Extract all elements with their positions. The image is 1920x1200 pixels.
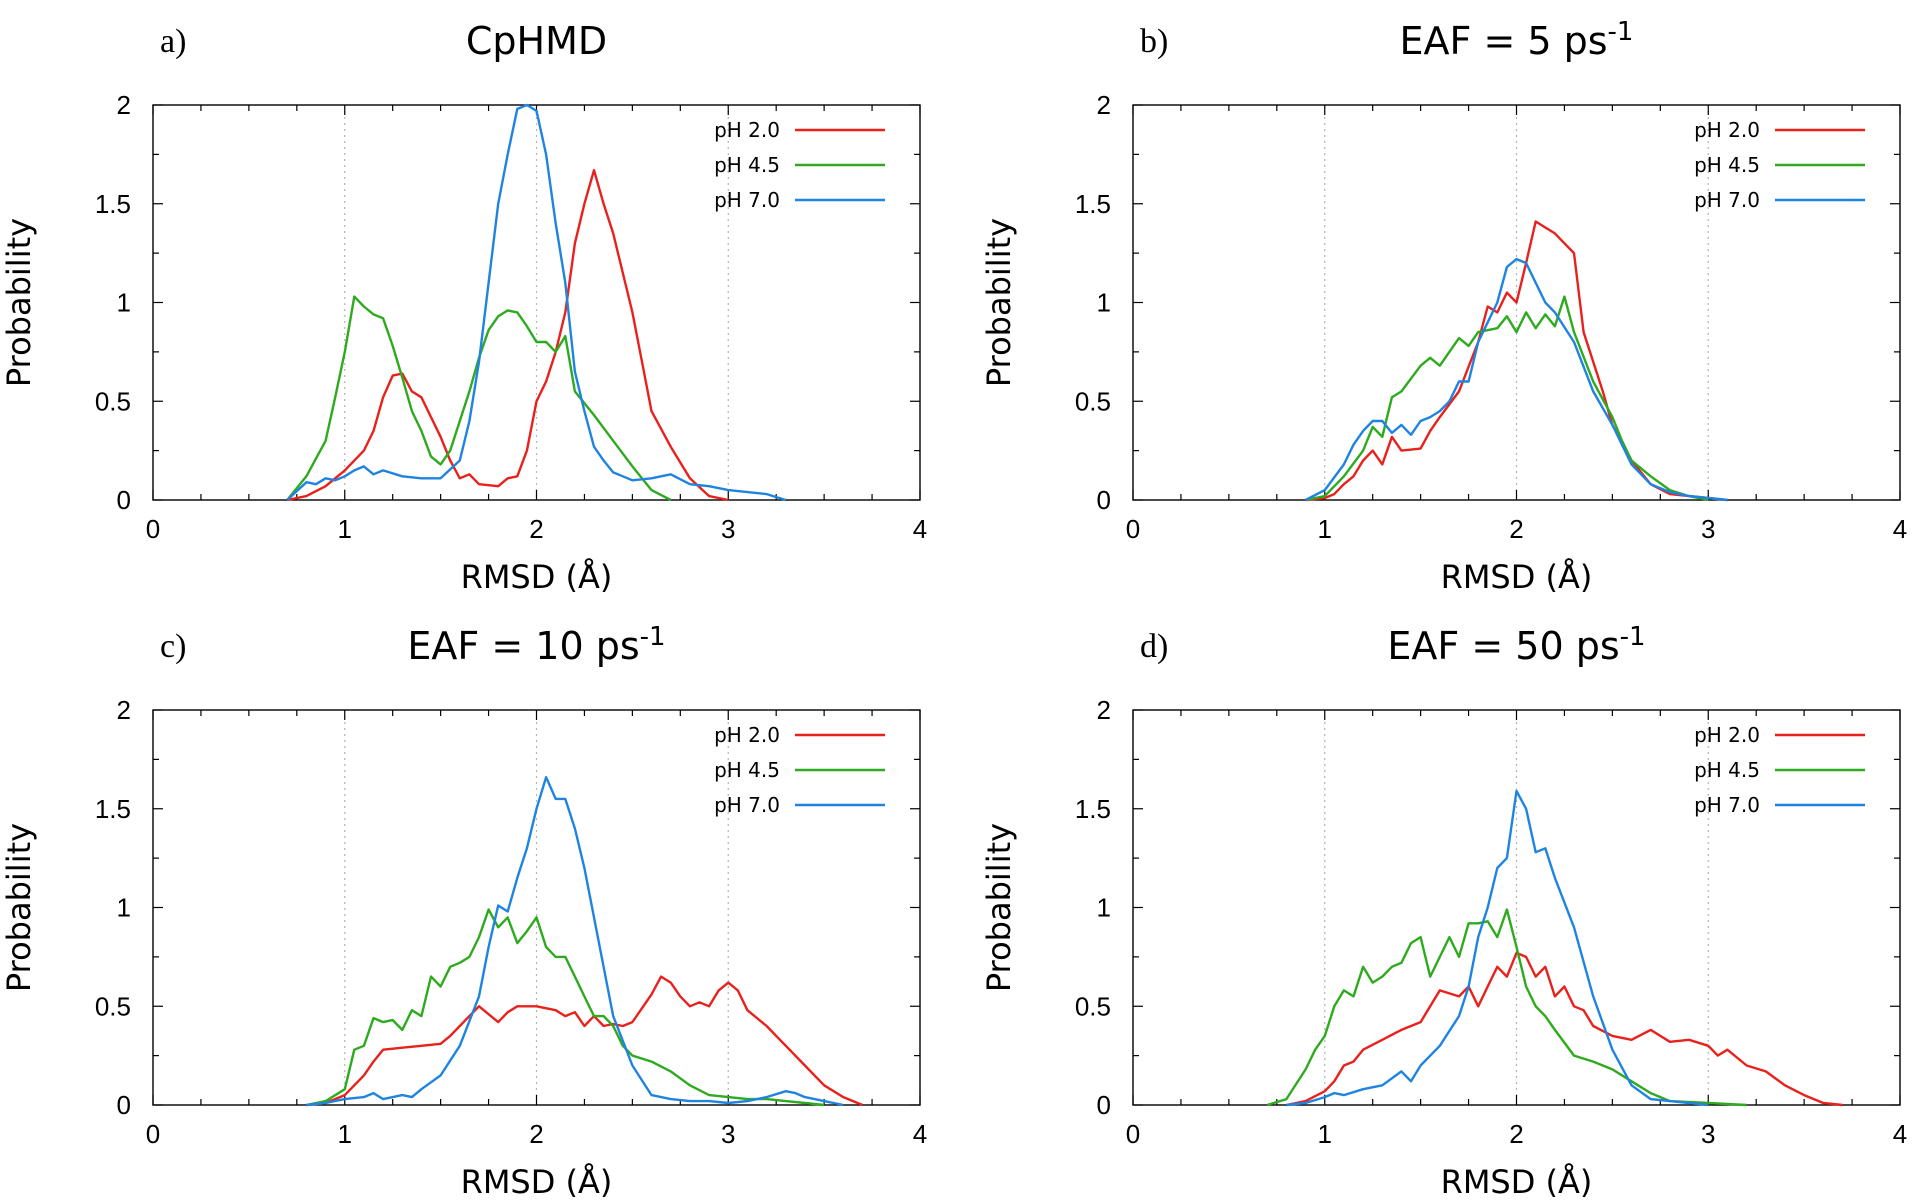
y-axis-label: Probability [0,218,38,387]
legend-label: pH 2.0 [714,118,780,142]
x-tick-label: 0 [146,514,160,544]
series-line-pH-4_5 [306,908,825,1107]
y-axis-label: Probability [980,823,1018,992]
chart-title: EAF = 5 ps-1 [1400,17,1634,63]
y-tick-label: 0.5 [1075,386,1111,416]
y-tick-label: 1 [117,893,131,923]
x-axis-label: RMSD (Å) [461,1163,613,1200]
legend-label: pH 4.5 [1694,758,1760,782]
x-axis-label: RMSD (Å) [1441,558,1593,596]
legend-label: pH 4.5 [714,153,780,177]
chart-panel-2: b) EAF = 5 ps-1 0 1 2 3 4 0 0.5 1 1.5 2 RMSD (Å) Prob… [980,17,1907,596]
plot-frame [152,709,921,1106]
x-tick-label: 3 [1701,1119,1715,1149]
legend-label: pH 4.5 [1694,153,1760,177]
y-tick-label: 1 [117,288,131,318]
y-tick-label: 1.5 [1075,794,1111,824]
chart-panel-1: a) CpHMD 0 1 2 3 4 0 0.5 1 1.5 2 RMSD (Å) Probability… [0,19,927,596]
chart-title-main: CpHMD [466,19,607,63]
legend-label: pH 7.0 [1694,793,1760,817]
legend-label: pH 7.0 [714,793,780,817]
y-tick-label: 2 [1097,90,1111,120]
panel-letter: a) [160,23,186,60]
chart-title-main: EAF = 5 ps [1400,19,1608,63]
chart-title-main: EAF = 10 ps [407,624,639,668]
y-tick-label: 0.5 [95,386,131,416]
y-tick-label: 1 [1097,288,1111,318]
series-line-pH-2_0 [1305,220,1728,502]
y-tick-label: 2 [117,90,131,120]
y-axis-label: Probability [0,823,38,992]
x-tick-label: 1 [338,514,352,544]
chart-panel-3: c) EAF = 10 ps-1 0 1 2 3 4 0 0.5 1 1.5 2 RMSD (Å) Pro… [0,622,927,1200]
y-tick-label: 1 [1097,893,1111,923]
chart-title-main: EAF = 50 ps [1387,624,1619,668]
x-tick-label: 3 [1701,514,1715,544]
panel-letter: d) [1140,628,1168,665]
y-tick-label: 1.5 [1075,189,1111,219]
chart-title-superscript: -1 [1620,622,1646,652]
x-tick-label: 2 [1509,1119,1523,1149]
chart-title: EAF = 50 ps-1 [1387,622,1645,668]
y-tick-label: 0 [1097,485,1111,515]
y-tick-label: 0 [117,1090,131,1120]
series-line-pH-2_0 [1286,951,1843,1107]
x-tick-label: 0 [1126,514,1140,544]
x-tick-label: 2 [1509,514,1523,544]
series-line-pH-4_5 [1305,295,1709,502]
series-line-pH-4_5 [1266,908,1747,1107]
x-tick-label: 1 [338,1119,352,1149]
y-tick-label: 2 [117,695,131,725]
legend-label: pH 2.0 [714,723,780,747]
series-line-pH-7_0 [286,103,787,502]
legend-label: pH 4.5 [714,758,780,782]
y-tick-label: 0 [117,485,131,515]
series-line-pH-7_0 [306,776,844,1107]
plot-frame [1132,709,1901,1106]
legend-label: pH 2.0 [1694,118,1760,142]
y-tick-label: 0.5 [95,991,131,1021]
chart-title-superscript: -1 [1608,17,1634,47]
x-tick-label: 2 [529,1119,543,1149]
y-tick-label: 2 [1097,695,1111,725]
y-tick-label: 1.5 [95,189,131,219]
x-tick-label: 2 [529,514,543,544]
chart-title-superscript: -1 [640,622,666,652]
y-tick-label: 0.5 [1075,991,1111,1021]
series-line-pH-7_0 [1305,257,1728,502]
series-line-pH-4_5 [286,295,672,502]
x-tick-label: 4 [913,514,927,544]
plot-frame [152,104,921,501]
legend-label: pH 7.0 [714,188,780,212]
x-tick-label: 0 [1126,1119,1140,1149]
x-tick-label: 4 [1893,514,1907,544]
legend-label: pH 2.0 [1694,723,1760,747]
x-tick-label: 4 [913,1119,927,1149]
y-tick-label: 1.5 [95,794,131,824]
x-tick-label: 1 [1318,514,1332,544]
series-line-pH-2_0 [286,169,729,502]
x-tick-label: 0 [146,1119,160,1149]
x-tick-label: 1 [1318,1119,1332,1149]
series-line-pH-7_0 [1286,789,1709,1107]
y-axis-label: Probability [980,218,1018,387]
legend-label: pH 7.0 [1694,188,1760,212]
chart-title: CpHMD [466,19,607,63]
x-axis-label: RMSD (Å) [1441,1163,1593,1200]
x-tick-label: 3 [721,514,735,544]
plot-frame [1132,104,1901,501]
series-line-pH-2_0 [306,975,863,1107]
chart-title: EAF = 10 ps-1 [407,622,665,668]
x-tick-label: 4 [1893,1119,1907,1149]
x-tick-label: 3 [721,1119,735,1149]
y-tick-label: 0 [1097,1090,1111,1120]
panel-letter: b) [1140,23,1168,60]
panel-letter: c) [160,628,186,665]
x-axis-label: RMSD (Å) [461,558,613,596]
chart-panel-4: d) EAF = 50 ps-1 0 1 2 3 4 0 0.5 1 1.5 2 RMSD (Å) Pro… [980,622,1907,1200]
